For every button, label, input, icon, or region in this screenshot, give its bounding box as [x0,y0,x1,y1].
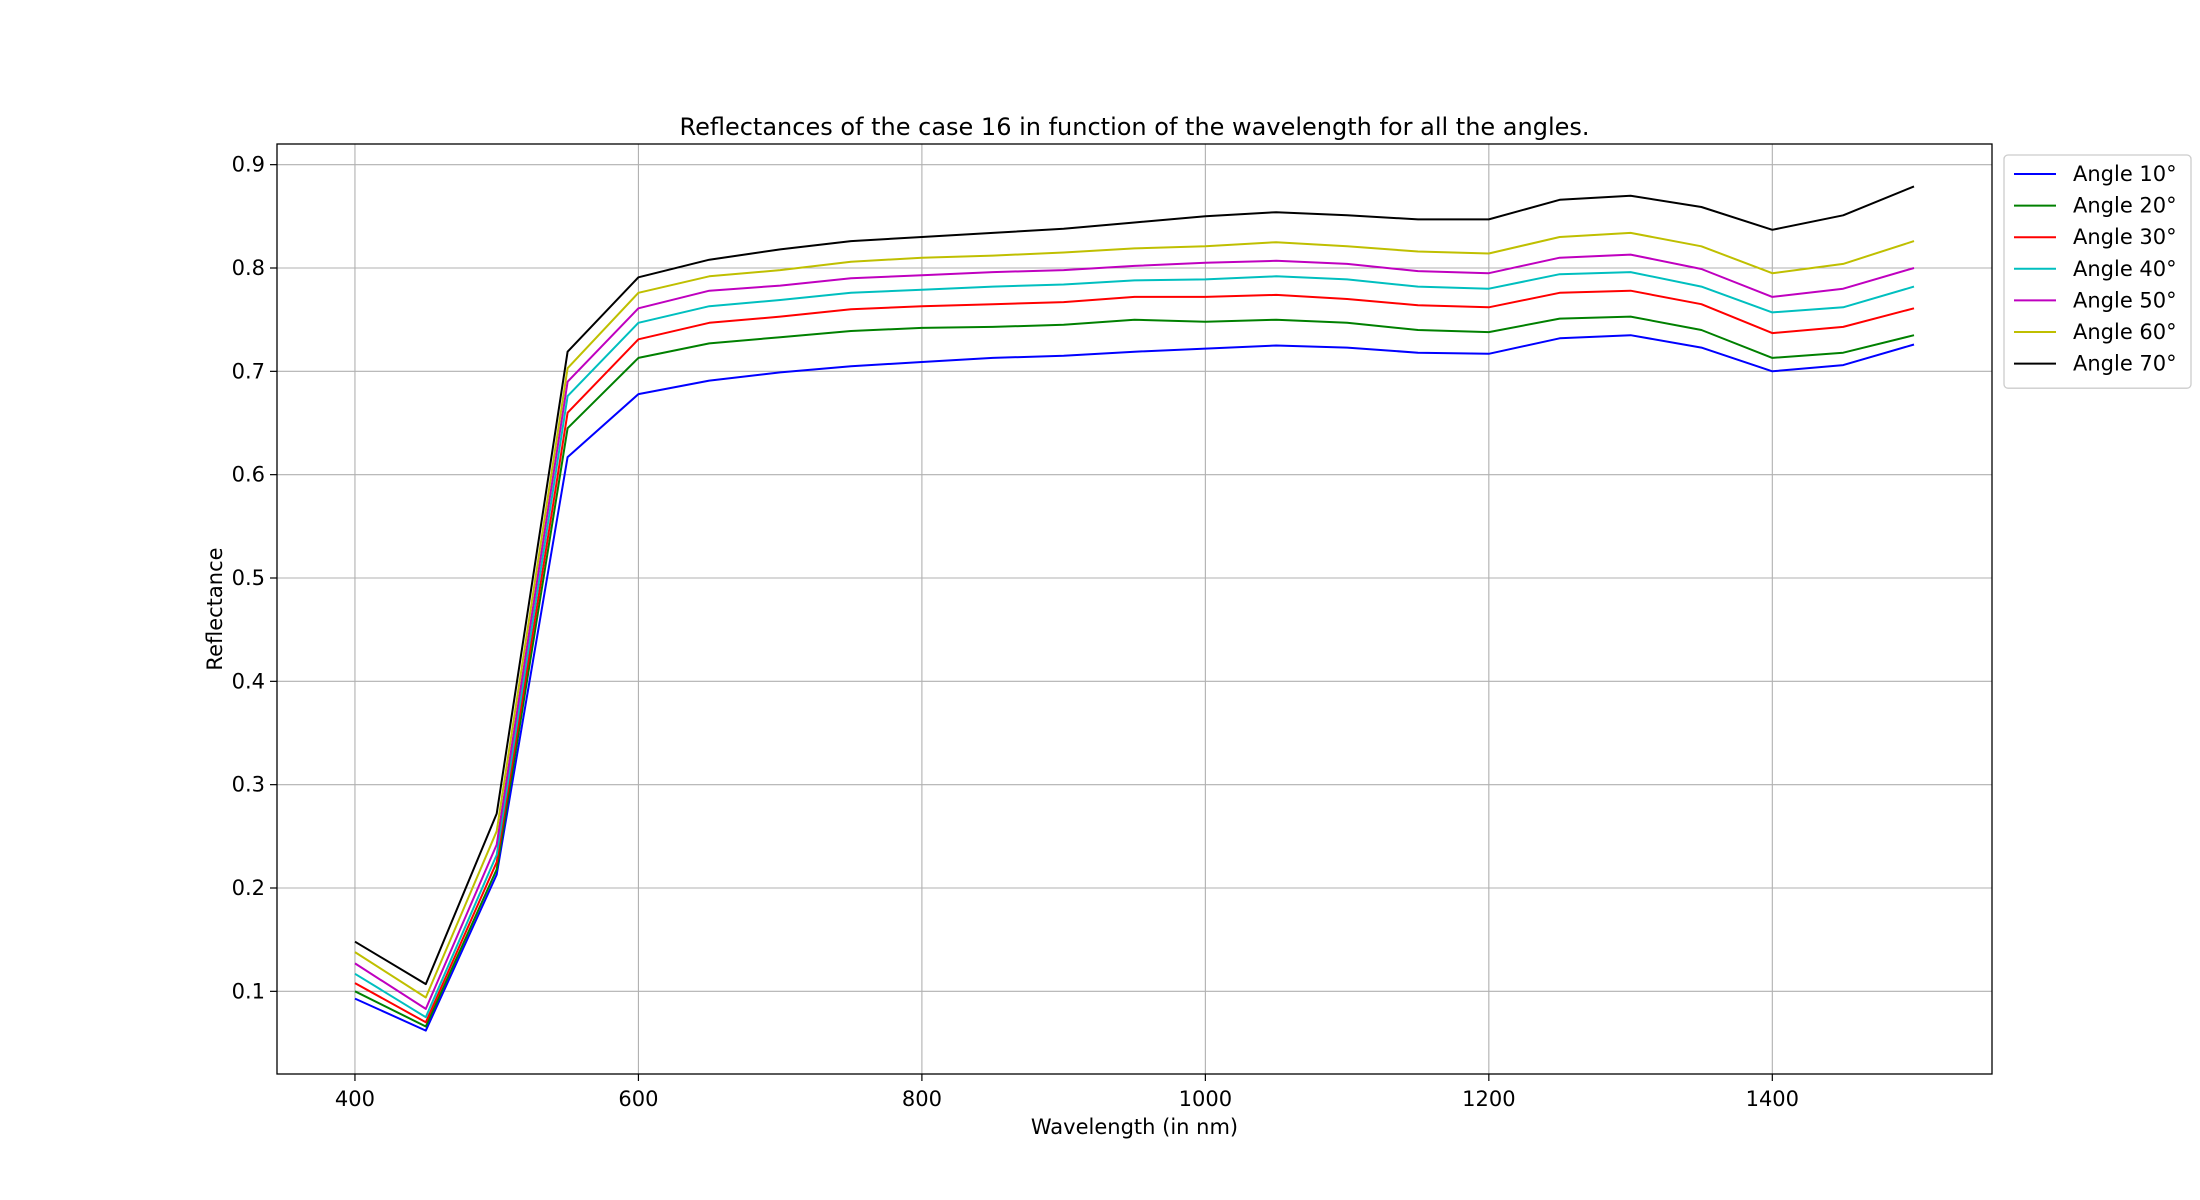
y-tick-label: 0.9 [232,153,265,177]
x-tick-label: 1400 [1746,1087,1799,1111]
y-tick-label: 0.2 [232,876,265,900]
legend-label: Angle 70° [2073,352,2177,376]
x-tick-label: 1000 [1179,1087,1232,1111]
series-lines [354,185,1915,1032]
y-axis-label: Reflectance [203,547,227,670]
y-tick-label: 0.7 [232,359,265,383]
series-line-2 [354,315,1915,1028]
legend-label: Angle 40° [2073,257,2177,281]
chart-title: Reflectances of the case 16 in function … [679,113,1589,141]
plot-area-frame [276,143,1993,1075]
x-tick-label: 1200 [1462,1087,1515,1111]
series-line-6 [354,231,1915,999]
x-tick-label: 400 [335,1087,375,1111]
series-line-1 [354,334,1915,1032]
x-tick-label: 800 [902,1087,942,1111]
legend-label: Angle 10° [2073,162,2177,186]
x-tick-label: 600 [618,1087,658,1111]
x-axis-ticks: 400 600 800 1000 1200 1400 [335,1074,1799,1111]
legend-label: Angle 50° [2073,288,2177,312]
series-line-5 [354,253,1915,1010]
y-tick-label: 0.6 [232,463,265,487]
legend: Angle 10° Angle 20° Angle 30° Angle 40° Angl… [2003,154,2192,389]
legend-box [2003,154,2192,389]
series-line-7 [354,185,1915,986]
y-tick-label: 0.1 [232,979,265,1003]
y-axis-ticks: 0.1 0.2 0.3 0.4 0.5 0.6 0.7 0.8 0.9 [232,153,277,1003]
legend-label: Angle 20° [2073,194,2177,218]
y-tick-label: 0.4 [232,669,265,693]
legend-label: Angle 60° [2073,320,2177,344]
series-line-3 [354,289,1915,1024]
legend-label: Angle 30° [2073,225,2177,249]
y-tick-label: 0.3 [232,773,265,797]
y-tick-label: 0.8 [232,256,265,280]
x-axis-label: Wavelength (in nm) [1031,1115,1238,1139]
series-line-4 [354,271,1915,1019]
y-tick-label: 0.5 [232,566,265,590]
grid-lines [277,144,1992,1074]
